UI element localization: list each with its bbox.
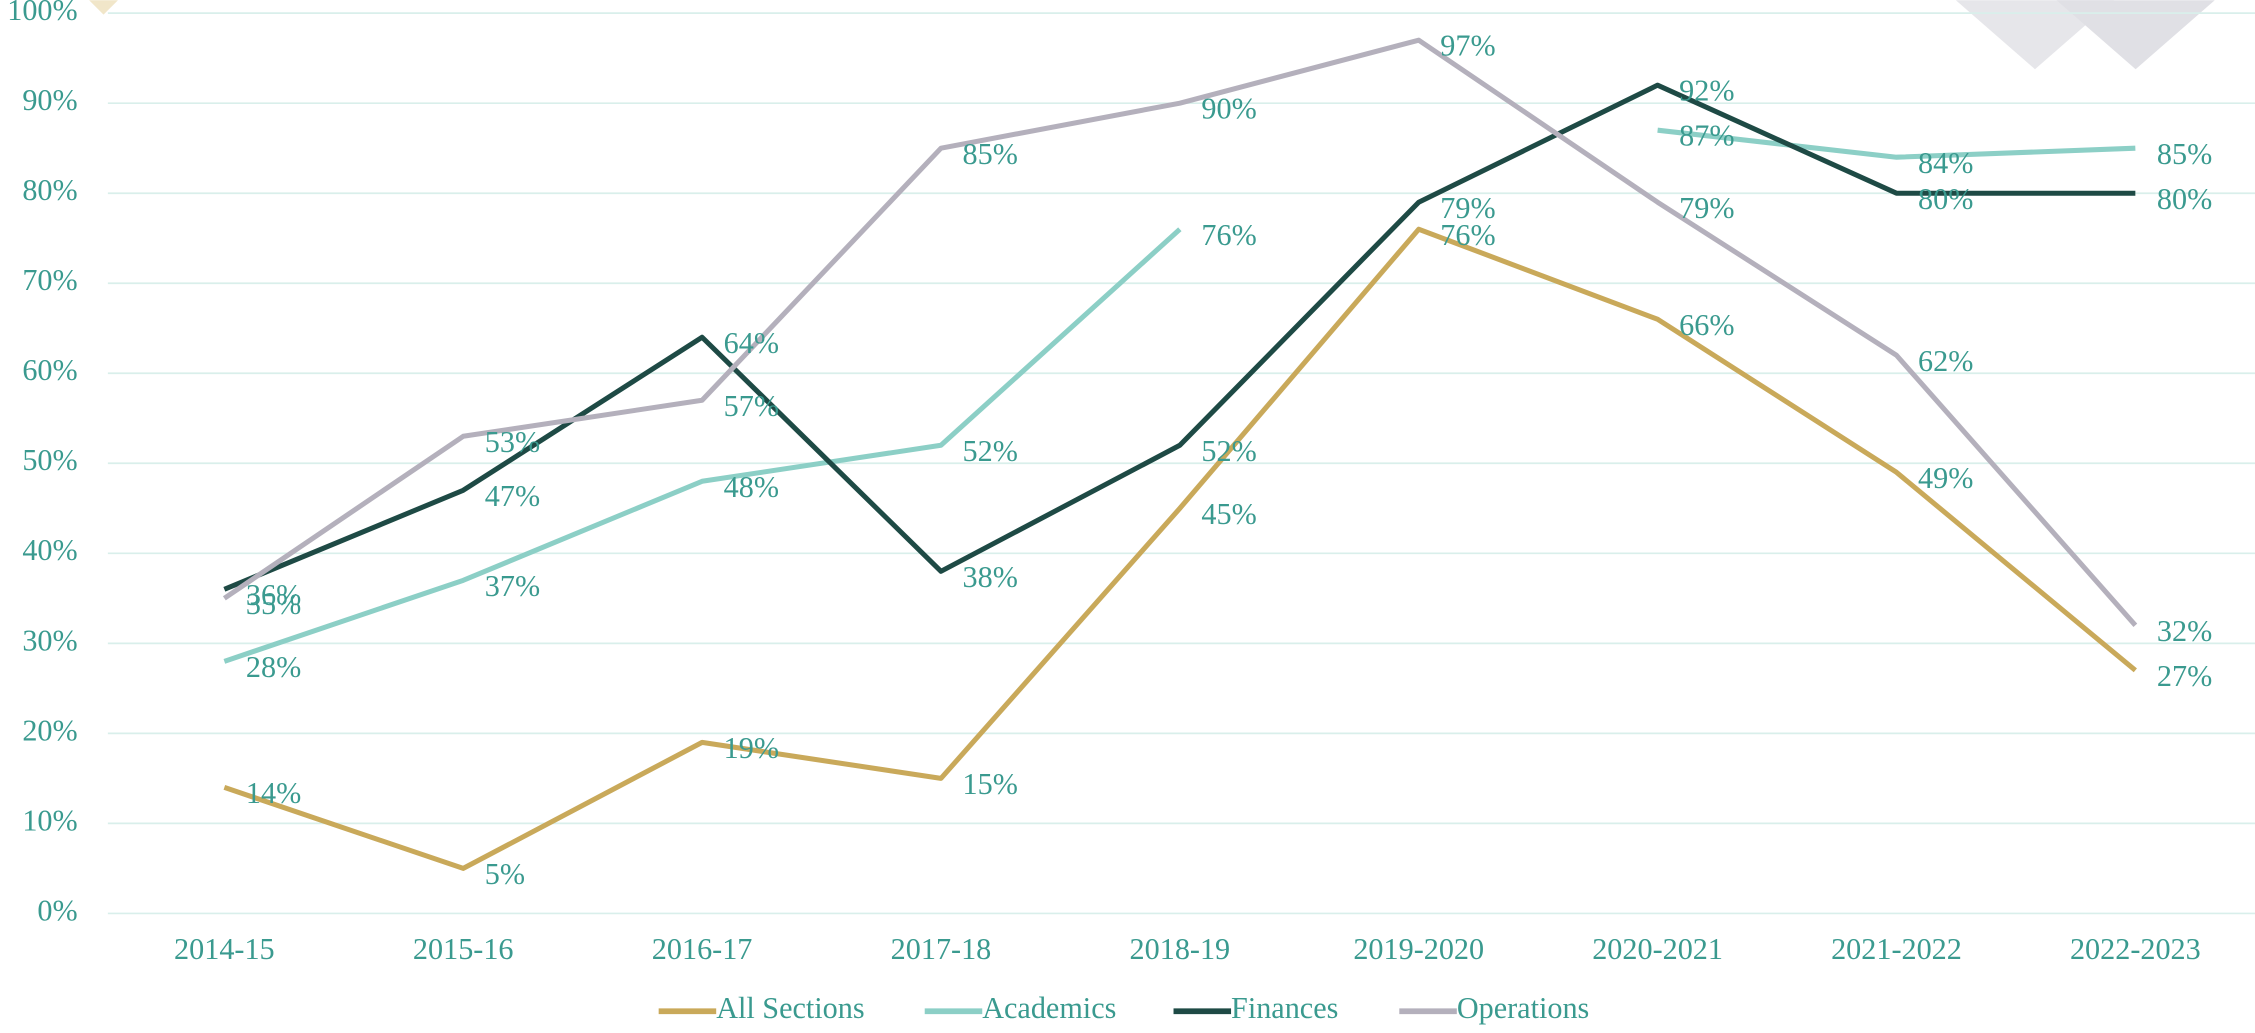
data-label: 52% [1201, 434, 1256, 468]
data-label: 28% [246, 650, 301, 684]
y-tick-label: 100% [7, 0, 77, 27]
data-label: 76% [1201, 218, 1256, 252]
y-tick-label: 70% [22, 263, 77, 297]
data-label: 87% [1679, 119, 1734, 153]
data-label: 85% [2157, 137, 2212, 171]
data-label: 80% [2157, 182, 2212, 216]
x-tick-label: 2022-2023 [2070, 932, 2201, 966]
x-tick-label: 2019-2020 [1353, 932, 1484, 966]
data-label: 45% [1201, 497, 1256, 531]
data-label: 49% [1918, 461, 1973, 495]
y-tick-label: 30% [22, 623, 77, 657]
data-label: 62% [1918, 344, 1973, 378]
data-label: 79% [1440, 191, 1495, 225]
y-tick-label: 40% [22, 533, 77, 567]
data-label: 66% [1679, 308, 1734, 342]
x-tick-label: 2018-19 [1130, 932, 1231, 966]
data-label: 32% [2157, 614, 2212, 648]
data-label: 47% [485, 479, 540, 513]
data-label: 48% [724, 470, 779, 504]
x-tick-label: 2016-17 [652, 932, 753, 966]
x-tick-label: 2021-2022 [1831, 932, 1962, 966]
legend-label: All Sections [716, 991, 864, 1025]
data-label: 37% [485, 569, 540, 603]
data-label: 97% [1440, 29, 1495, 63]
legend-label: Academics [982, 991, 1116, 1025]
data-label: 90% [1201, 92, 1256, 126]
data-label: 80% [1918, 182, 1973, 216]
data-label: 14% [246, 776, 301, 810]
data-label: 76% [1440, 218, 1495, 252]
decoration [2056, 0, 2215, 70]
y-tick-label: 90% [22, 83, 77, 117]
y-tick-label: 20% [22, 713, 77, 747]
decoration [1955, 0, 2115, 70]
data-label: 5% [485, 857, 525, 891]
data-label: 36% [246, 578, 301, 612]
decoration [89, 0, 118, 15]
series-line [223, 82, 2136, 592]
x-tick-label: 2017-18 [891, 932, 992, 966]
data-label: 35% [246, 587, 301, 621]
data-label: 85% [963, 137, 1018, 171]
y-tick-label: 10% [22, 803, 77, 837]
data-label: 15% [963, 767, 1018, 801]
data-label: 84% [1918, 146, 1973, 180]
data-label: 27% [2157, 659, 2212, 693]
data-label: 79% [1679, 191, 1734, 225]
y-tick-label: 60% [22, 353, 77, 387]
x-tick-label: 2015-16 [413, 932, 514, 966]
legend-label: Operations [1457, 991, 1589, 1025]
data-label: 57% [724, 389, 779, 423]
y-tick-label: 50% [22, 443, 77, 477]
series-line [223, 127, 2136, 664]
data-label: 64% [724, 326, 779, 360]
y-tick-label: 0% [37, 893, 77, 927]
data-label: 38% [963, 560, 1018, 594]
series-line [222, 37, 2138, 628]
data-label: 19% [724, 731, 779, 765]
y-tick-label: 80% [22, 173, 77, 207]
data-label: 53% [485, 425, 540, 459]
data-label: 92% [1679, 74, 1734, 108]
x-tick-label: 2014-15 [174, 932, 275, 966]
data-label: 52% [963, 434, 1018, 468]
x-tick-label: 2020-2021 [1592, 932, 1723, 966]
series-line [223, 226, 2137, 871]
legend-label: Finances [1231, 991, 1338, 1025]
